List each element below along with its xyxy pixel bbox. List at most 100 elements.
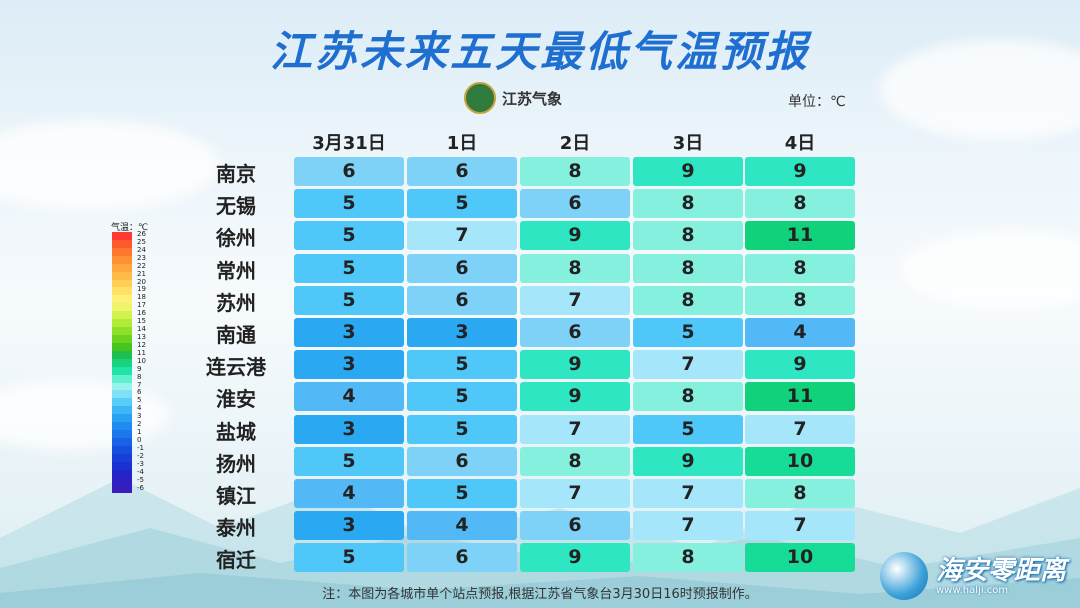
legend-swatch: 7 <box>112 381 141 391</box>
legend-label: 17 <box>137 301 146 310</box>
temperature-cell: 7 <box>520 479 630 508</box>
legend-label: 14 <box>137 325 146 334</box>
temperature-cell: 5 <box>407 414 517 444</box>
legend-label: 1 <box>137 428 142 437</box>
temperature-cell: 8 <box>633 543 743 573</box>
legend-swatch: -2 <box>112 452 144 462</box>
legend-label: 11 <box>137 348 146 357</box>
temperature-cell: 5 <box>407 382 517 412</box>
legend-label: -3 <box>137 459 144 468</box>
legend-label: 9 <box>137 364 142 373</box>
legend-swatch: 22 <box>112 262 146 272</box>
legend-swatch: 5 <box>112 396 141 407</box>
legend-swatch: 14 <box>112 325 146 335</box>
legend-swatch: 3 <box>112 412 141 423</box>
temperature-cell: 5 <box>407 479 517 508</box>
day-header: 1日 <box>446 133 478 154</box>
legend-label: 2 <box>137 420 142 429</box>
legend-label: 0 <box>137 435 142 444</box>
legend-label: 21 <box>137 269 146 278</box>
legend-label: 23 <box>137 253 146 262</box>
city-label: 徐州 <box>216 226 256 251</box>
legend-label: 12 <box>137 340 146 349</box>
page-title: 江苏未来五天最低气温预报 <box>269 27 810 76</box>
city-label: 扬州 <box>216 451 256 476</box>
temperature-cell: 9 <box>633 157 743 186</box>
temperature-cell: 9 <box>520 382 630 412</box>
temperature-cell: 9 <box>520 543 630 573</box>
legend-swatch: 24 <box>112 246 146 256</box>
temperature-cell: 5 <box>294 543 404 573</box>
legend-label: 24 <box>137 245 146 254</box>
city-label: 南通 <box>216 323 256 347</box>
legend-swatch: 20 <box>112 278 146 288</box>
legend-label: 18 <box>137 293 146 302</box>
temperature-cell: 4 <box>294 382 404 412</box>
city-label: 南京 <box>216 162 256 186</box>
legend-label: 15 <box>137 317 146 326</box>
temperature-cell: 3 <box>407 318 517 347</box>
temperature-cell: 4 <box>745 318 855 347</box>
temperature-cell: 7 <box>520 414 630 444</box>
temperature-legend: 26 25 24 23 22 21 20 19 18 17 16 15 14 13 12 11 10 9 8 7 6 5 4… <box>112 230 146 494</box>
legend-label: 7 <box>137 380 142 389</box>
legend-label: -2 <box>137 451 144 460</box>
temperature-cell: 9 <box>745 350 855 380</box>
brand-logo-icon <box>880 552 928 600</box>
legend-label: -5 <box>137 475 144 484</box>
temperature-cell: 5 <box>294 189 404 219</box>
temperature-cell: 5 <box>294 446 404 476</box>
legend-swatch: 9 <box>112 365 141 375</box>
cloud-decoration <box>0 380 170 450</box>
legend-swatch: -6 <box>112 484 144 494</box>
legend-swatch: -5 <box>112 476 144 486</box>
legend-title: 气温：℃ <box>111 223 149 233</box>
logo-text: 江苏气象 <box>502 89 563 108</box>
temperature-cell: 10 <box>745 446 855 476</box>
temperature-cell: 8 <box>745 253 855 283</box>
day-header: 3日 <box>672 133 704 154</box>
legend-label: 10 <box>137 356 146 365</box>
legend-swatch: -4 <box>112 468 144 478</box>
temperature-cell: 8 <box>745 189 855 219</box>
temperature-cell: 9 <box>520 221 630 251</box>
city-label: 淮安 <box>216 387 256 412</box>
brand-watermark: 海安零距离 www.halji.com <box>880 552 1066 600</box>
cloud-decoration <box>880 40 1080 140</box>
brand-url: www.halji.com <box>936 584 1009 596</box>
legend-swatch: 26 <box>112 230 146 240</box>
temperature-cell: 4 <box>407 511 517 541</box>
city-label: 无锡 <box>216 194 256 219</box>
legend-swatch: 17 <box>112 301 146 312</box>
temperature-cell: 8 <box>745 285 855 315</box>
temperature-cell: 11 <box>745 382 855 412</box>
temperature-cell: 8 <box>633 253 743 283</box>
temperature-cell: 9 <box>745 157 855 186</box>
brand-name: 海安零距离 <box>936 555 1067 586</box>
temperature-cell: 6 <box>407 446 517 476</box>
city-label: 盐城 <box>216 419 256 444</box>
temperature-cell: 8 <box>633 189 743 219</box>
temperature-cell: 6 <box>520 318 630 347</box>
temperature-cell: 8 <box>745 479 855 508</box>
cloud-decoration <box>900 230 1080 310</box>
city-label: 常州 <box>216 258 256 283</box>
temperature-cell: 7 <box>633 511 743 541</box>
city-label: 苏州 <box>216 290 256 315</box>
temperature-cell: 8 <box>633 221 743 251</box>
legend-swatch: 18 <box>112 293 146 304</box>
temperature-cell: 5 <box>407 189 517 219</box>
cloud-decoration <box>0 120 220 210</box>
day-header: 4日 <box>784 133 816 154</box>
legend-label: 3 <box>137 412 142 421</box>
temperature-cell: 6 <box>294 157 404 186</box>
day-header: 3月31日 <box>312 133 386 154</box>
legend-label: 25 <box>137 237 146 246</box>
legend-label: 16 <box>137 309 146 318</box>
legend-swatch: -1 <box>112 444 144 454</box>
temperature-cell: 5 <box>633 318 743 347</box>
legend-swatch: 0 <box>112 436 141 446</box>
temperature-cell: 7 <box>633 350 743 380</box>
temperature-cell: 7 <box>520 285 630 315</box>
legend-label: 26 <box>137 230 146 238</box>
